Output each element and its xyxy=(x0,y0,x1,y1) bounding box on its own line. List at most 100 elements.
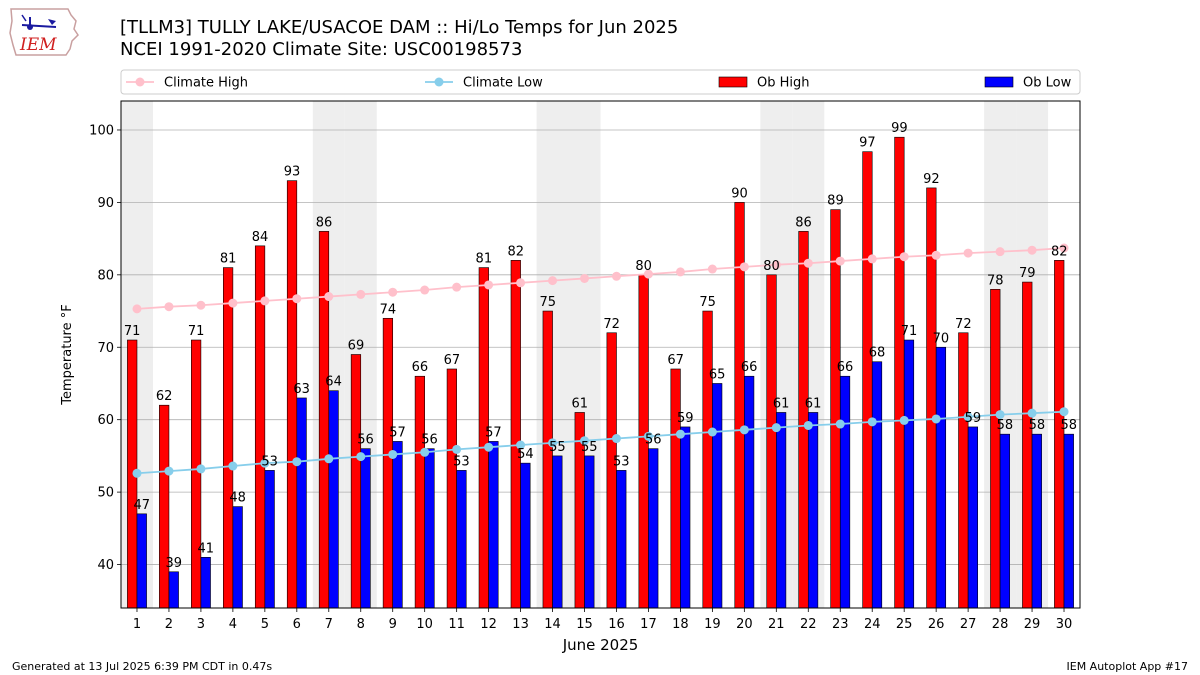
ob-high-label: 92 xyxy=(923,172,940,187)
iem-logo: IEM xyxy=(9,8,79,56)
x-tick-label: 1 xyxy=(133,617,141,632)
ob-high-bar xyxy=(958,332,969,609)
ob-low-label: 66 xyxy=(741,360,758,375)
ob-low-bar xyxy=(168,571,179,609)
climate-high-point xyxy=(356,289,366,299)
x-tick-label: 17 xyxy=(640,617,657,632)
ob-high-bar xyxy=(766,274,777,609)
climate-high-point xyxy=(580,273,590,283)
ob-high-label: 81 xyxy=(220,252,237,267)
climate-high-point xyxy=(867,254,877,264)
climate-high-point xyxy=(292,294,302,304)
ob-high-label: 67 xyxy=(444,353,461,368)
ob-high-label: 71 xyxy=(188,324,205,339)
ob-high-label: 99 xyxy=(891,121,908,136)
x-tick-label: 13 xyxy=(512,617,529,632)
climate-low-line xyxy=(136,410,1065,475)
ob-high-label: 90 xyxy=(731,186,748,201)
ob-low-label: 53 xyxy=(453,454,470,469)
climate-high-point xyxy=(132,304,142,314)
climate-high-point xyxy=(835,256,845,266)
x-tick-label: 7 xyxy=(325,617,333,632)
ob-low-bar xyxy=(648,448,659,609)
climate-high-point xyxy=(260,296,270,306)
y-tick-label: 50 xyxy=(97,486,114,501)
climate-low-point xyxy=(803,420,813,430)
ob-high-bar xyxy=(191,339,202,609)
climate-high-point xyxy=(995,247,1005,257)
ob-high-bar xyxy=(159,404,170,609)
y-tick-label: 100 xyxy=(89,123,114,138)
climate-high-point xyxy=(324,292,334,302)
climate-low-point xyxy=(611,434,621,444)
climate-high-point xyxy=(707,264,717,274)
ob-high-label: 78 xyxy=(987,273,1004,288)
x-tick-label: 26 xyxy=(928,617,945,632)
ob-high-bar xyxy=(222,267,234,609)
ob-high-bar xyxy=(382,317,394,609)
legend-label: Ob High xyxy=(757,76,810,91)
ob-high-bar xyxy=(798,231,809,609)
climate-high-point xyxy=(803,258,813,268)
x-tick-label: 5 xyxy=(261,617,269,632)
ob-low-bar xyxy=(744,375,755,609)
ob-low-bar xyxy=(136,513,147,609)
climate-low-point xyxy=(548,438,558,448)
ob-low-label: 58 xyxy=(1061,418,1078,433)
climate-low-point xyxy=(228,461,238,471)
legend-box xyxy=(120,69,1081,95)
climate-high-point xyxy=(611,271,621,281)
ob-low-label: 56 xyxy=(645,433,662,448)
x-tick-label: 4 xyxy=(229,617,237,632)
ob-low-bar xyxy=(1031,433,1042,609)
chart-subtitle: NCEI 1991-2020 Climate Site: USC00198573 xyxy=(120,39,523,60)
ob-low-label: 59 xyxy=(677,411,694,426)
x-tick-label: 21 xyxy=(768,617,785,632)
x-tick-label: 9 xyxy=(389,617,397,632)
x-tick-label: 19 xyxy=(704,617,721,632)
climate-low-point xyxy=(196,464,206,474)
climate-high-point xyxy=(963,248,973,258)
ob-low-bar xyxy=(807,412,819,609)
climate-low-point xyxy=(771,423,781,433)
ob-low-bar xyxy=(839,375,851,609)
ob-low-bar xyxy=(424,448,435,609)
ob-low-label: 65 xyxy=(709,367,726,382)
x-tick-label: 14 xyxy=(544,617,561,632)
ob-high-label: 75 xyxy=(699,295,716,310)
ob-low-label: 64 xyxy=(325,375,342,390)
climate-high-point xyxy=(931,250,941,260)
ob-low-bar xyxy=(712,383,723,609)
ob-low-label: 68 xyxy=(869,346,886,361)
climate-high-point xyxy=(484,280,494,290)
ob-low-label: 41 xyxy=(197,541,214,556)
ob-low-label: 59 xyxy=(965,411,982,426)
climate-low-point xyxy=(484,442,494,452)
ob-high-bar xyxy=(446,368,457,609)
ob-low-label: 66 xyxy=(837,360,854,375)
ob-high-label: 80 xyxy=(763,259,780,274)
x-tick-label: 27 xyxy=(960,617,977,632)
app-footer: IEM Autoplot App #17 xyxy=(1066,660,1189,673)
x-tick-label: 16 xyxy=(608,617,625,632)
ob-high-label: 93 xyxy=(284,165,301,180)
ob-low-label: 70 xyxy=(933,331,950,346)
climate-low-point xyxy=(739,425,749,435)
ob-low-bar xyxy=(903,339,915,609)
climate-high-point xyxy=(420,285,430,295)
legend-bar-swatch xyxy=(984,76,1014,88)
ob-high-label: 82 xyxy=(508,244,525,259)
x-tick-label: 18 xyxy=(672,617,689,632)
legend: Climate High Climate Low Ob High Ob Low xyxy=(120,69,1081,95)
ob-low-bar xyxy=(264,470,275,609)
ob-high-label: 84 xyxy=(252,230,269,245)
climate-low-point xyxy=(1059,407,1069,417)
climate-low-point xyxy=(643,431,653,441)
ob-low-label: 53 xyxy=(261,454,278,469)
ob-low-label: 61 xyxy=(773,396,790,411)
x-tick-label: 20 xyxy=(736,617,753,632)
ob-low-label: 54 xyxy=(517,447,534,462)
ob-high-label: 97 xyxy=(859,136,876,151)
ob-high-label: 79 xyxy=(1019,266,1036,281)
